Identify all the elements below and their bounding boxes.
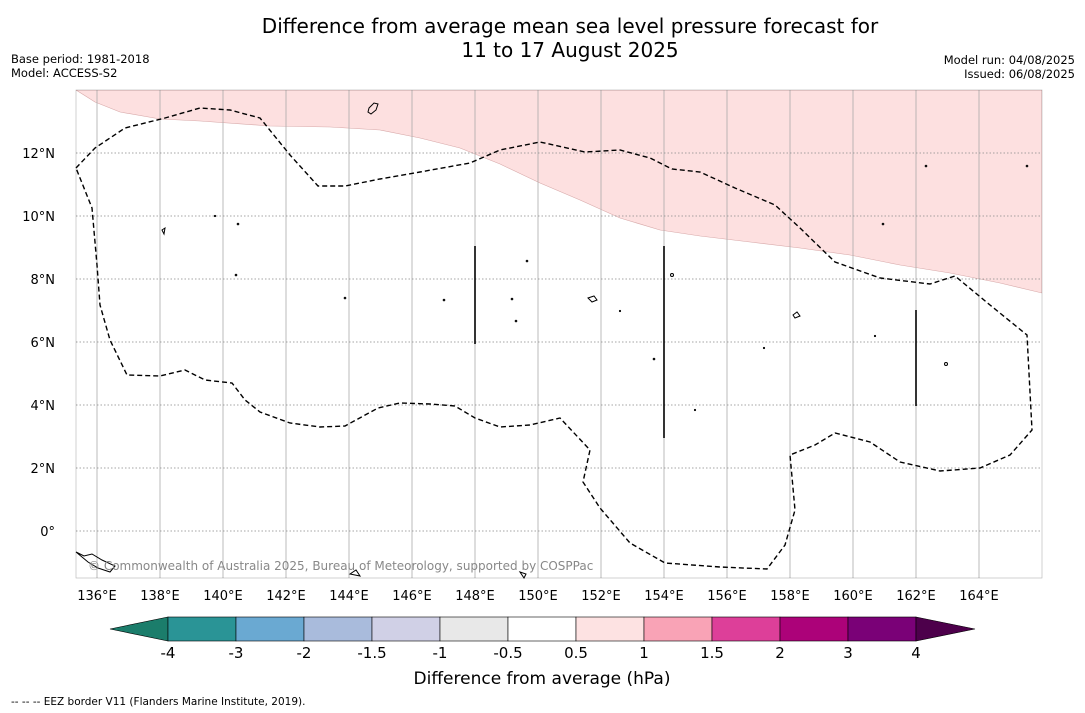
lat-label-0: 0° (40, 525, 55, 540)
colorbar-label: Difference from average (hPa) (414, 669, 671, 689)
colorbar-bin-9 (711, 616, 781, 642)
colorbar-tick: -0.5 (493, 644, 522, 662)
pressure-anomaly-region (76, 90, 1042, 294)
parallel-gridlines (76, 152, 1042, 532)
lon-label-144e: 144°E (329, 589, 369, 604)
base-period: Base period: 1981-2018 (11, 52, 150, 66)
title-line-2: 11 to 17 August 2025 (461, 38, 679, 62)
lat-label-8n: 8°N (31, 273, 56, 288)
title-line-1: Difference from average mean sea level p… (261, 14, 879, 38)
colorbar-bin-10 (779, 616, 849, 642)
lat-label-6n: 6°N (31, 336, 56, 351)
lon-label-136e: 136°E (77, 589, 117, 604)
map-title: Difference from average mean sea level p… (0, 14, 1085, 62)
lat-label-10n: 10°N (22, 210, 55, 225)
model-run: Model run: 04/08/2025 (943, 53, 1075, 67)
lat-label-12n: 12°N (22, 147, 55, 162)
lon-label-138e: 138°E (140, 589, 180, 604)
colorbar-extend-high (915, 616, 976, 642)
issued-date: Issued: 06/08/2025 (964, 67, 1075, 81)
lon-label-164e: 164°E (959, 589, 999, 604)
colorbar-bin-2 (235, 616, 305, 642)
lon-label-148e: 148°E (455, 589, 495, 604)
colorbar-tick: -1.5 (357, 644, 386, 662)
map-frame (75, 89, 1043, 579)
colorbar-tick: 4 (911, 644, 921, 662)
lon-label-146e: 146°E (392, 589, 432, 604)
colorbar-tick: 1.5 (700, 644, 724, 662)
colorbar-bin-4 (371, 616, 441, 642)
lat-label-2n: 2°N (31, 462, 56, 477)
lon-label-152e: 152°E (581, 589, 621, 604)
model-name: Model: ACCESS-S2 (11, 66, 118, 80)
colorbar-bin-6 (507, 616, 577, 642)
colorbar-tick: 0.5 (564, 644, 588, 662)
colorbar-bin-3 (303, 616, 373, 642)
lon-label-150e: 150°E (518, 589, 558, 604)
lon-label-156e: 156°E (707, 589, 747, 604)
colorbar-tick: -1 (433, 644, 448, 662)
colorbar (109, 616, 976, 642)
colorbar-tick: 1 (639, 644, 649, 662)
colorbar-ticks: -4 -3 -2 -1.5 -1 -0.5 0.5 1 1.5 2 3 4 (161, 644, 921, 662)
eez-segment-lines (474, 246, 917, 438)
lat-label-4n: 4°N (31, 399, 56, 414)
latitude-labels: 12°N 10°N 8°N 6°N 4°N 2°N 0° (22, 147, 55, 540)
colorbar-bin-11 (847, 616, 917, 642)
colorbar-extend-low (109, 616, 169, 642)
colorbar-tick: -2 (297, 644, 312, 662)
lon-label-154e: 154°E (644, 589, 684, 604)
colorbar-bin-7 (575, 616, 645, 642)
meta-right: Model run: 04/08/2025 Issued: 06/08/2025 (944, 53, 1075, 81)
copyright-text: © Commonwealth of Australia 2025, Bureau… (88, 559, 593, 573)
lon-label-162e: 162°E (896, 589, 936, 604)
colorbar-bin-1 (167, 616, 237, 642)
lon-label-142e: 142°E (266, 589, 306, 604)
colorbar-bin-5 (439, 616, 509, 642)
longitude-labels: 136°E 138°E 140°E 142°E 144°E 146°E 148°… (77, 589, 999, 604)
colorbar-tick: 3 (843, 644, 853, 662)
colorbar-tick: 2 (775, 644, 785, 662)
colorbar-bin-8 (643, 616, 713, 642)
lon-label-140e: 140°E (203, 589, 243, 604)
colorbar-tick: -4 (161, 644, 176, 662)
lon-label-160e: 160°E (833, 589, 873, 604)
colorbar-tick: -3 (229, 644, 244, 662)
eez-footnote: -- -- -- EEZ border V11 (Flanders Marine… (11, 696, 306, 708)
lon-label-158e: 158°E (770, 589, 810, 604)
eez-border (75, 107, 1033, 570)
meta-left: Base period: 1981-2018 Model: ACCESS-S2 (11, 52, 150, 80)
islands (75, 102, 1029, 579)
